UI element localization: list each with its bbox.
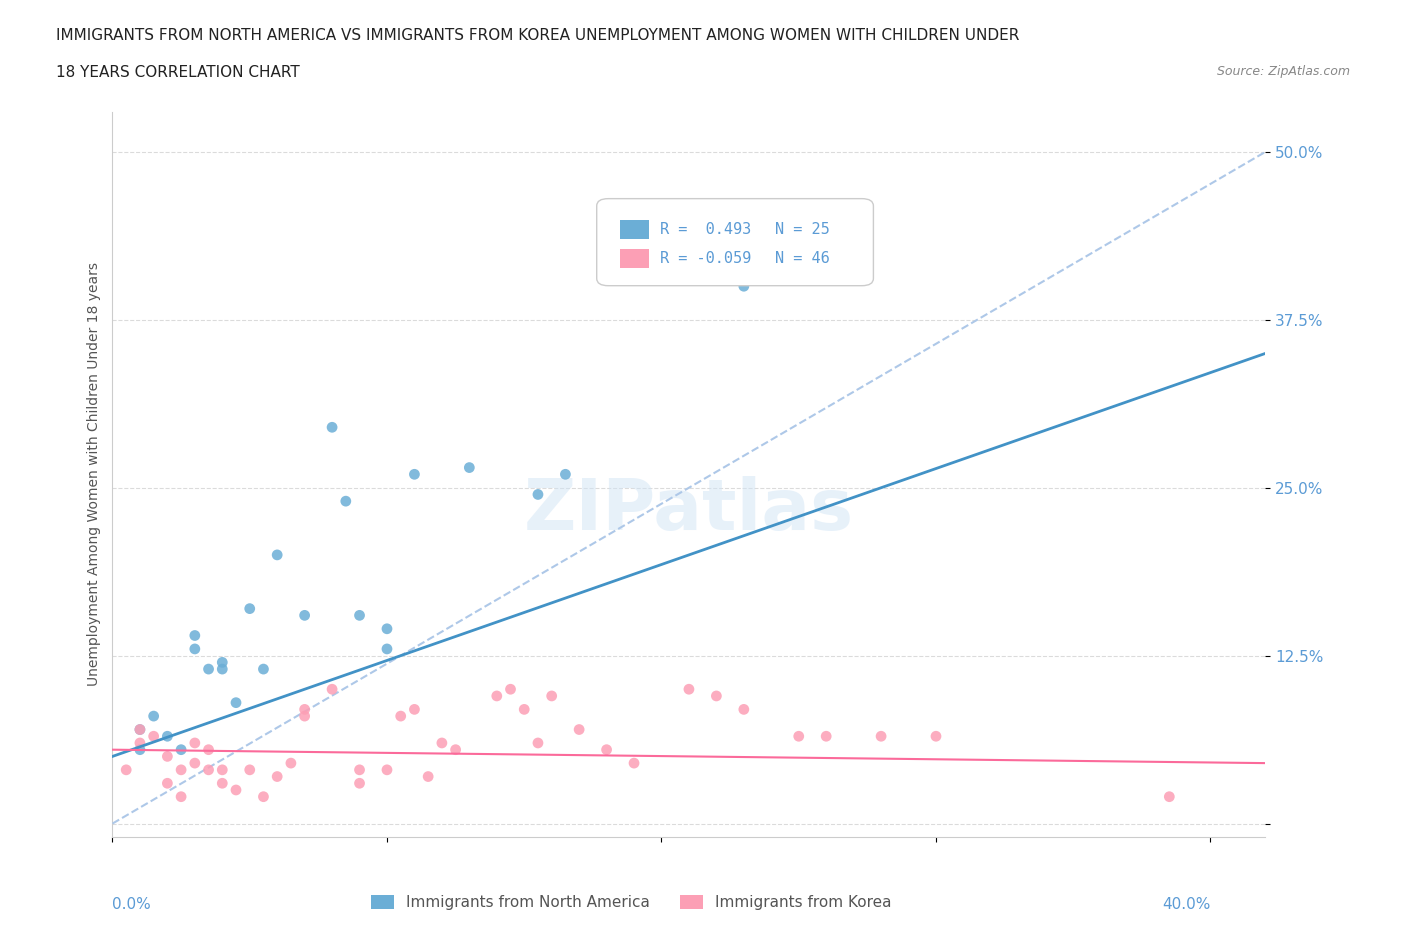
Point (925, 729, 948, 744)
Point (156, 729, 179, 744)
Point (389, 709, 412, 724)
Point (211, 655, 233, 670)
Point (349, 776, 371, 790)
Point (1159, 790, 1181, 804)
Point (815, 729, 838, 744)
Point (733, 279, 755, 294)
Text: IMMIGRANTS FROM NORTH AMERICA VS IMMIGRANTS FROM KOREA UNEMPLOYMENT AMONG WOMEN : IMMIGRANTS FROM NORTH AMERICA VS IMMIGRA… (56, 28, 1019, 43)
Point (211, 763, 233, 777)
FancyBboxPatch shape (596, 199, 873, 286)
Point (170, 763, 193, 777)
Point (430, 736, 453, 751)
Point (197, 763, 219, 777)
Point (197, 742, 219, 757)
Point (375, 642, 398, 657)
Bar (620, 249, 648, 268)
Point (184, 628, 207, 643)
Text: N = 25: N = 25 (776, 221, 830, 236)
Point (375, 621, 398, 636)
Point (129, 722, 152, 737)
Point (156, 776, 179, 790)
Text: Source: ZipAtlas.com: Source: ZipAtlas.com (1216, 65, 1350, 78)
Point (129, 736, 152, 751)
Point (170, 790, 193, 804)
Point (239, 763, 262, 777)
Point (623, 756, 645, 771)
Point (184, 736, 207, 751)
Point (527, 736, 550, 751)
Text: R =  0.493: R = 0.493 (661, 221, 751, 236)
Text: 18 YEARS CORRELATION CHART: 18 YEARS CORRELATION CHART (56, 65, 299, 80)
Point (527, 487, 550, 502)
Text: ZIPatlas: ZIPatlas (524, 476, 853, 545)
Bar (620, 220, 648, 239)
Point (211, 661, 233, 676)
Point (375, 763, 398, 777)
Point (678, 682, 700, 697)
Point (170, 742, 193, 757)
Text: 0.0%: 0.0% (112, 897, 152, 912)
Point (444, 742, 467, 757)
Point (225, 782, 247, 797)
Point (404, 467, 426, 482)
Point (197, 661, 219, 676)
Point (485, 688, 508, 703)
Point (870, 729, 893, 744)
Text: 40.0%: 40.0% (1163, 897, 1211, 912)
Point (458, 460, 481, 475)
Point (184, 642, 207, 657)
Point (280, 756, 302, 771)
Point (266, 548, 288, 563)
Point (418, 769, 440, 784)
Point (211, 776, 233, 790)
Point (595, 742, 617, 757)
Point (349, 763, 371, 777)
Point (706, 688, 728, 703)
Y-axis label: Unemployment Among Women with Children Under 18 years: Unemployment Among Women with Children U… (87, 262, 101, 686)
Point (554, 467, 576, 482)
Point (787, 729, 810, 744)
Point (156, 749, 179, 764)
Point (294, 709, 316, 724)
Point (142, 729, 165, 744)
Point (499, 682, 522, 697)
Point (404, 702, 426, 717)
Point (513, 702, 536, 717)
Point (129, 742, 152, 757)
Point (129, 722, 152, 737)
Point (239, 601, 262, 616)
Point (142, 709, 165, 724)
Point (349, 608, 371, 623)
Point (115, 763, 138, 777)
Point (335, 494, 357, 509)
Point (184, 756, 207, 771)
Legend: Immigrants from North America, Immigrants from Korea: Immigrants from North America, Immigrant… (364, 889, 898, 916)
Point (321, 419, 343, 434)
Point (540, 688, 562, 703)
Point (225, 696, 247, 711)
Point (733, 702, 755, 717)
Text: R = -0.059: R = -0.059 (661, 250, 751, 266)
Point (294, 608, 316, 623)
Point (266, 769, 288, 784)
Point (252, 790, 274, 804)
Point (321, 682, 343, 697)
Text: N = 46: N = 46 (776, 250, 830, 266)
Point (294, 702, 316, 717)
Point (568, 722, 591, 737)
Point (252, 661, 274, 676)
